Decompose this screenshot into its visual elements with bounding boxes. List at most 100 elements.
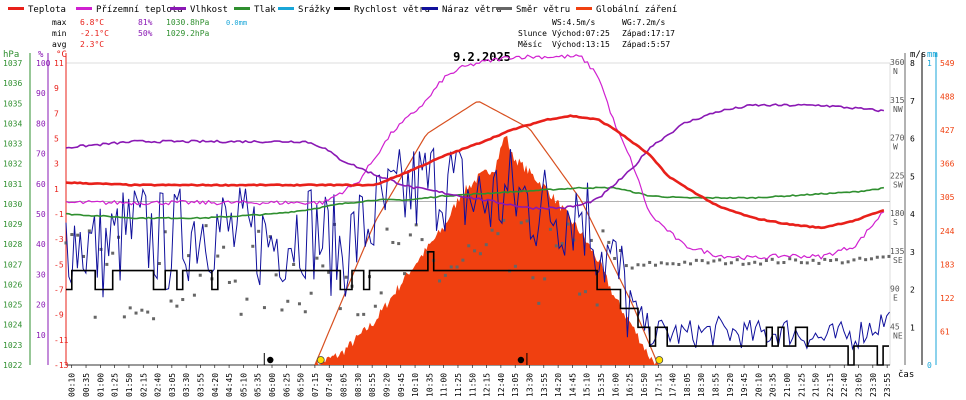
x-tick-label: 04:20: [211, 373, 220, 397]
legend-swatch: [234, 7, 250, 10]
x-tick-label: 17:40: [669, 373, 678, 397]
x-tick-label: 04:45: [225, 373, 234, 397]
wind-direction-point: [181, 298, 185, 302]
x-tick-label: 16:25: [626, 373, 635, 397]
radiation-tick: 488: [940, 93, 955, 102]
wind-speed-tick: 7: [910, 97, 915, 106]
wind-direction-point: [344, 275, 348, 279]
x-tick-label: 18:30: [697, 373, 706, 397]
wind-direction-point: [461, 258, 465, 262]
x-tick-label: 06:00: [268, 373, 277, 397]
axes: 1022102310241025102610271028102910301031…: [3, 53, 955, 370]
stats-max-hum: 81%: [138, 18, 153, 27]
legend-swatch: [422, 7, 438, 10]
legend-label: Tlak: [254, 5, 276, 15]
sun-rise: Východ:07:25: [552, 29, 610, 38]
x-tick-label: 09:45: [397, 373, 406, 397]
wind-direction-point: [537, 301, 541, 305]
wind-direction-point: [286, 299, 290, 303]
radiation-tick: 549: [940, 59, 955, 68]
legend-swatch: [170, 7, 186, 10]
series-naraz-vetru: [65, 146, 891, 351]
wind-direction-point: [613, 256, 617, 260]
wind-direction-point: [776, 261, 780, 265]
pressure_hpa-tick: 1035: [3, 99, 22, 108]
x-tick-label: 16:50: [640, 373, 649, 397]
legend-label: Směr větru: [516, 5, 570, 15]
pressure_hpa-tick: 1026: [3, 280, 22, 289]
wind-direction-point: [794, 258, 798, 262]
x-tick-label: 11:25: [454, 373, 463, 397]
radiation-tick: 305: [940, 193, 955, 202]
wind-direction-point: [169, 299, 173, 303]
wind-direction-point: [111, 251, 115, 255]
x-tick-label: 11:50: [468, 373, 477, 397]
wind-direction-point: [443, 273, 447, 277]
unit-mm: mm: [927, 50, 938, 60]
humidity_pct-tick: 100: [36, 59, 51, 68]
temperature_c-tick: 1: [54, 185, 59, 194]
wind-direction-point: [373, 304, 377, 308]
wind-direction-point: [245, 297, 249, 301]
wind-speed-tick: 3: [910, 248, 915, 257]
legend-swatch: [76, 7, 92, 10]
wind-direction-point: [741, 262, 745, 266]
wind-direction-point: [811, 258, 815, 262]
wind-direction-tick: 315: [890, 96, 905, 105]
wind-direction-label: E: [893, 294, 898, 303]
wind-direction-label: S: [893, 218, 898, 227]
legend-label: Rychlost větru: [354, 5, 430, 15]
wind-direction-point: [525, 219, 529, 223]
wind-direction-point: [834, 258, 838, 262]
wind-direction-point: [327, 270, 331, 274]
temperature_c-tick: -1: [54, 210, 64, 219]
x-tick-label: 15:35: [597, 373, 606, 397]
wind-direction-point: [198, 273, 202, 277]
wind-direction-point: [659, 261, 663, 265]
wind-direction-point: [292, 262, 296, 266]
wind-direction-point: [70, 233, 74, 237]
radiation-tick: 244: [940, 227, 955, 236]
x-tick-label: 00:10: [68, 373, 77, 397]
stats-avg-label: avg: [52, 40, 67, 49]
stats-block: max 6.8°C 81% 1030.8hPa 0.0mm min -2.1°C…: [52, 18, 247, 49]
wind-direction-tick: 270: [890, 134, 905, 143]
wind-direction-point: [671, 262, 675, 266]
wind-direction-point: [391, 240, 395, 244]
temperature_c-tick: 9: [54, 84, 59, 93]
wind-direction-point: [163, 230, 167, 234]
series-theoretical-radiation: [314, 101, 659, 366]
wind-direction-point: [636, 263, 640, 267]
wind-direction-point: [618, 249, 622, 253]
wind-direction-point: [379, 291, 383, 295]
x-tick-label: 11:00: [440, 373, 449, 397]
pressure_hpa-tick: 1022: [3, 361, 22, 370]
wind-direction-point: [729, 261, 733, 265]
wind-direction-point: [233, 279, 237, 283]
humidity_pct-tick: 50: [36, 210, 46, 219]
legend-item: Rychlost větru: [334, 5, 430, 15]
x-tick-label: 10:10: [411, 373, 420, 397]
humidity_pct-tick: 30: [36, 270, 46, 279]
wind-direction-tick: 360: [890, 58, 905, 67]
wind-direction-point: [484, 243, 488, 247]
sunset-marker: [655, 356, 664, 364]
wind-direction-label: W: [893, 143, 898, 152]
wind-direction-point: [846, 260, 850, 264]
wind-direction-point: [122, 315, 126, 319]
x-tick-label: 05:35: [254, 373, 263, 397]
humidity_pct-tick: 60: [36, 180, 46, 189]
x-tick-label: 07:15: [311, 373, 320, 397]
pressure_hpa-tick: 1037: [3, 59, 22, 68]
wind-direction-point: [724, 262, 728, 266]
x-tick-label: 13:05: [511, 373, 520, 397]
x-tick-label: 22:40: [840, 373, 849, 397]
pressure_hpa-tick: 1030: [3, 200, 22, 209]
rain-tick: 0: [927, 361, 932, 370]
wind-direction-point: [560, 242, 564, 246]
wind-direction-point: [654, 263, 658, 267]
wind-direction-point: [764, 259, 768, 263]
pressure_hpa-tick: 1025: [3, 301, 22, 310]
humidity_pct-tick: 20: [36, 301, 46, 310]
